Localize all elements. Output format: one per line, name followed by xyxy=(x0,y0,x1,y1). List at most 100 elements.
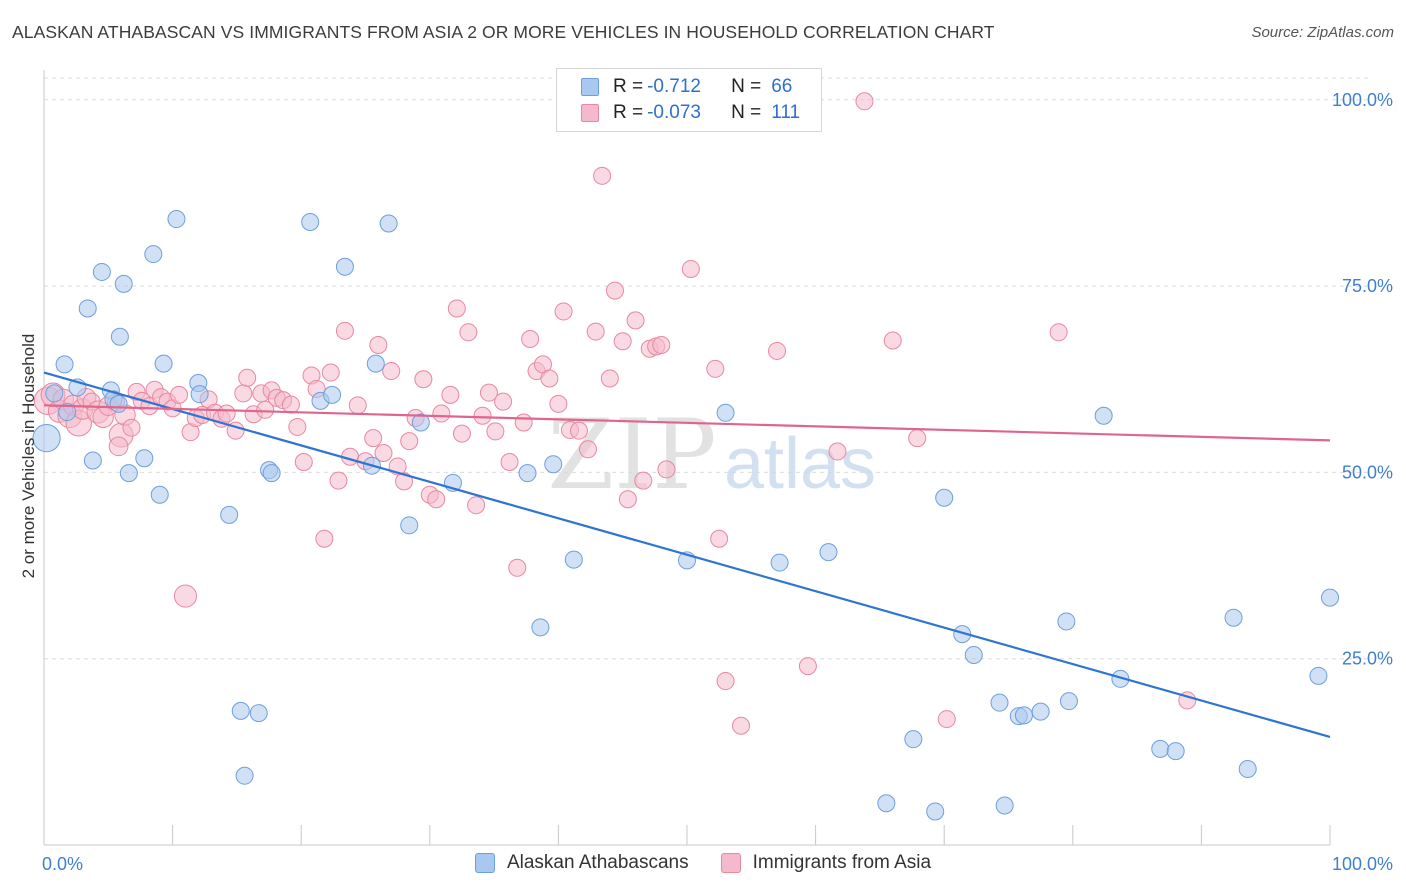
point-alaskan-athabascans xyxy=(819,543,838,562)
point-immigrants-from-asia xyxy=(374,444,393,463)
point-alaskan-athabascans xyxy=(518,464,537,483)
point-immigrants-from-asia xyxy=(716,672,735,691)
point-alaskan-athabascans xyxy=(1166,742,1185,761)
point-immigrants-from-asia xyxy=(108,436,129,457)
point-alaskan-athabascans xyxy=(135,449,154,468)
point-immigrants-from-asia xyxy=(652,335,671,354)
y-tick-label: 50.0% xyxy=(1342,462,1393,482)
point-alaskan-athabascans xyxy=(119,464,138,483)
point-immigrants-from-asia xyxy=(432,404,451,423)
point-immigrants-from-asia xyxy=(447,299,466,318)
point-immigrants-from-asia xyxy=(369,335,388,354)
point-immigrants-from-asia xyxy=(452,424,471,443)
point-immigrants-from-asia xyxy=(508,558,527,577)
watermark-atlas: atlas xyxy=(724,424,876,504)
point-alaskan-athabascans xyxy=(1014,706,1033,725)
legend-swatch-blue xyxy=(581,78,599,96)
point-alaskan-athabascans xyxy=(366,354,385,373)
point-alaskan-athabascans xyxy=(1094,406,1113,425)
correlation-legend: R = -0.712 N = 66 R = -0.073 N = 111 xyxy=(556,68,822,132)
point-immigrants-from-asia xyxy=(238,368,257,387)
legend-n-label: N = xyxy=(731,102,762,123)
legend-item-immigrants: Immigrants from Asia xyxy=(720,852,932,874)
legend-n-value: 66 xyxy=(771,76,793,97)
point-immigrants-from-asia xyxy=(441,385,460,404)
point-alaskan-athabascans xyxy=(926,802,945,821)
point-immigrants-from-asia xyxy=(613,332,632,351)
point-immigrants-from-asia xyxy=(521,330,540,349)
y-axis-label: 2 or more Vehicles in Household xyxy=(19,334,38,579)
point-immigrants-from-asia xyxy=(288,417,307,436)
point-immigrants-from-asia xyxy=(883,331,902,350)
point-alaskan-athabascans xyxy=(335,257,354,276)
point-alaskan-athabascans xyxy=(1031,702,1050,721)
point-immigrants-from-asia xyxy=(427,490,446,509)
tick-labels: 25.0% 50.0% 75.0% 100.0% 0.0% 100.0% xyxy=(42,90,1393,874)
point-alaskan-athabascans xyxy=(877,794,896,813)
point-alaskan-athabascans xyxy=(411,413,430,432)
point-immigrants-from-asia xyxy=(540,369,559,388)
point-immigrants-from-asia xyxy=(732,716,751,735)
legend-swatch-blue xyxy=(474,853,495,873)
point-alaskan-athabascans xyxy=(58,403,77,422)
point-immigrants-from-asia xyxy=(768,341,787,360)
point-immigrants-from-asia xyxy=(467,496,486,515)
point-immigrants-from-asia xyxy=(626,311,645,330)
point-alaskan-athabascans xyxy=(231,701,250,720)
point-alaskan-athabascans xyxy=(110,327,129,346)
point-immigrants-from-asia xyxy=(217,404,236,423)
point-alaskan-athabascans xyxy=(235,766,254,785)
point-alaskan-athabascans xyxy=(1057,612,1076,631)
legend-r-value: -0.073 xyxy=(647,102,701,123)
point-immigrants-from-asia xyxy=(348,396,367,415)
point-alaskan-athabascans xyxy=(150,485,169,504)
point-immigrants-from-asia xyxy=(414,370,433,389)
point-immigrants-from-asia xyxy=(908,429,927,448)
point-alaskan-athabascans xyxy=(301,213,320,232)
point-alaskan-athabascans xyxy=(935,488,954,507)
point-immigrants-from-asia xyxy=(400,432,419,451)
point-alaskan-athabascans xyxy=(400,516,419,535)
point-alaskan-athabascans xyxy=(83,451,102,470)
point-immigrants-from-asia xyxy=(395,472,414,491)
point-alaskan-athabascans xyxy=(55,355,74,374)
trend-line-immigrants xyxy=(43,404,1331,442)
y-tick-label: 25.0% xyxy=(1342,649,1393,669)
point-alaskan-athabascans xyxy=(1059,692,1078,711)
legend-swatch-pink xyxy=(720,853,741,873)
trend-lines xyxy=(43,371,1331,739)
point-immigrants-from-asia xyxy=(335,321,354,340)
point-immigrants-from-asia xyxy=(937,710,956,729)
y-tick-label: 75.0% xyxy=(1342,276,1393,296)
point-immigrants-from-asia xyxy=(681,259,700,278)
point-immigrants-from-asia xyxy=(578,440,597,459)
point-alaskan-athabascans xyxy=(770,553,789,572)
point-alaskan-athabascans xyxy=(716,403,735,422)
point-alaskan-athabascans xyxy=(78,299,97,318)
point-alaskan-athabascans xyxy=(995,796,1014,815)
point-alaskan-athabascans xyxy=(114,274,133,293)
series-alaskan-athabascans xyxy=(32,210,1339,821)
point-alaskan-athabascans xyxy=(45,384,64,403)
point-immigrants-from-asia xyxy=(586,322,605,341)
point-alaskan-athabascans xyxy=(32,424,61,453)
point-immigrants-from-asia xyxy=(459,323,478,342)
point-immigrants-from-asia xyxy=(234,384,253,403)
point-immigrants-from-asia xyxy=(514,413,533,432)
point-alaskan-athabascans xyxy=(1224,608,1243,627)
point-immigrants-from-asia xyxy=(710,529,729,548)
legend-n-value: 111 xyxy=(771,102,801,123)
point-immigrants-from-asia xyxy=(657,460,676,479)
point-immigrants-from-asia xyxy=(170,385,189,404)
axes xyxy=(43,70,1331,846)
series-legend: Alaskan Athabascans Immigrants from Asia xyxy=(0,852,1406,874)
point-immigrants-from-asia xyxy=(1049,323,1068,342)
legend-r-label: R = xyxy=(613,76,644,97)
point-alaskan-athabascans xyxy=(379,214,398,233)
x-tick-label: 0.0% xyxy=(42,854,83,874)
legend-label: Immigrants from Asia xyxy=(752,852,932,873)
point-alaskan-athabascans xyxy=(1309,666,1328,685)
point-immigrants-from-asia xyxy=(256,400,275,419)
point-immigrants-from-asia xyxy=(855,92,874,111)
